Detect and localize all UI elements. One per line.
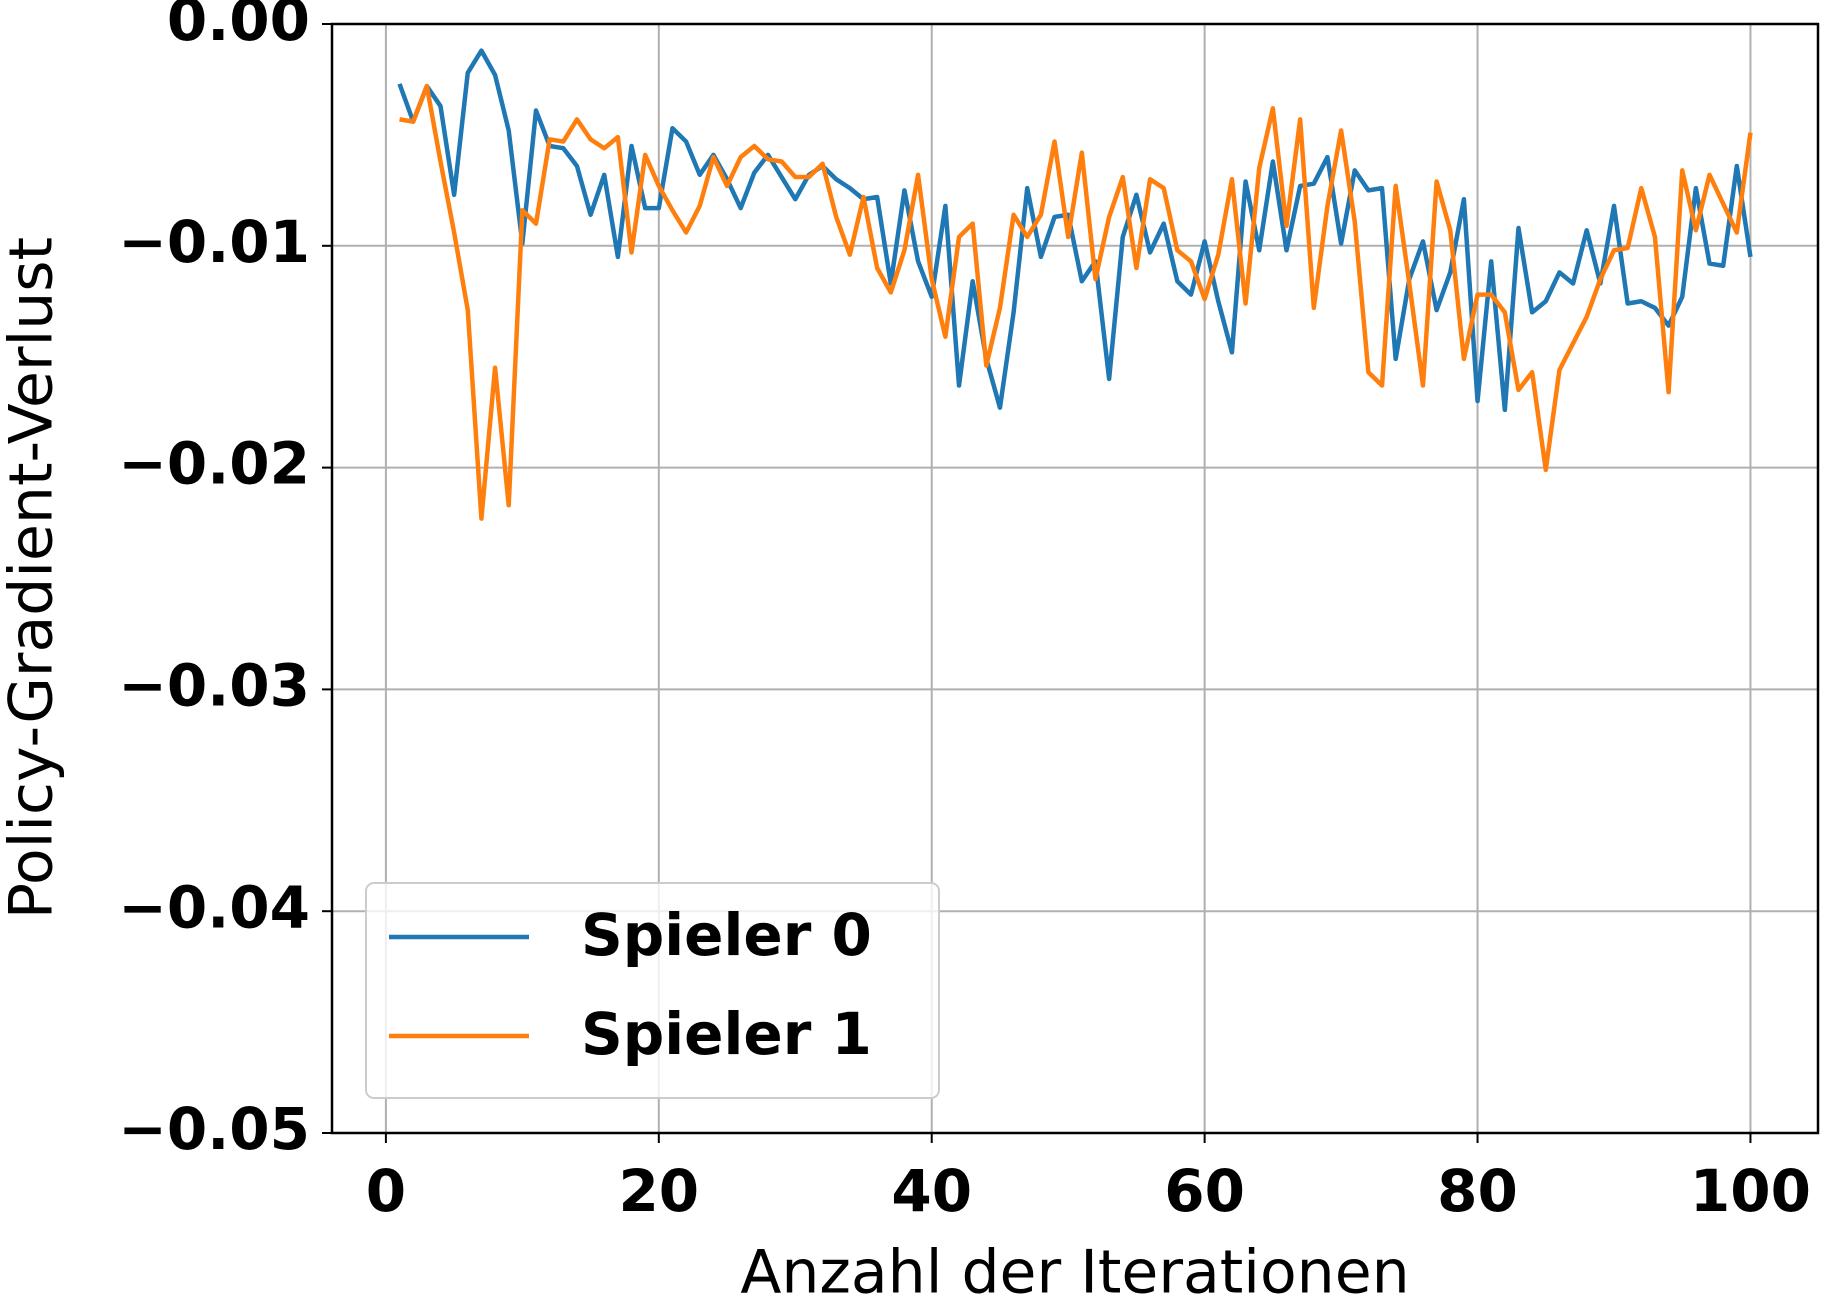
y-tick-label: −0.05 <box>118 1095 310 1163</box>
legend-label: Spieler 0 <box>581 901 872 969</box>
x-tick-label: 100 <box>1690 1157 1811 1225</box>
x-axis-label: Anzahl der Iterationen <box>740 1238 1409 1308</box>
x-tick-label: 0 <box>366 1157 406 1225</box>
plot-frame <box>330 22 1820 1135</box>
legend-label: Spieler 1 <box>581 1000 872 1068</box>
y-tick-label: −0.04 <box>118 873 310 941</box>
y-tick-label: −0.02 <box>118 430 310 498</box>
x-tick-label: 20 <box>618 1157 699 1225</box>
y-tick-label: 0.00 <box>167 0 310 54</box>
data-line <box>397 48 1753 413</box>
y-axis-label: Policy-Gradient-Verlust <box>0 237 67 919</box>
y-tick-label: −0.03 <box>118 652 310 720</box>
x-tick-label: 80 <box>1437 1157 1518 1225</box>
y-tick-label: −0.01 <box>118 208 310 276</box>
x-tick-label: 60 <box>1164 1157 1245 1225</box>
data-line <box>399 83 1753 521</box>
x-tick-label: 40 <box>891 1157 972 1225</box>
